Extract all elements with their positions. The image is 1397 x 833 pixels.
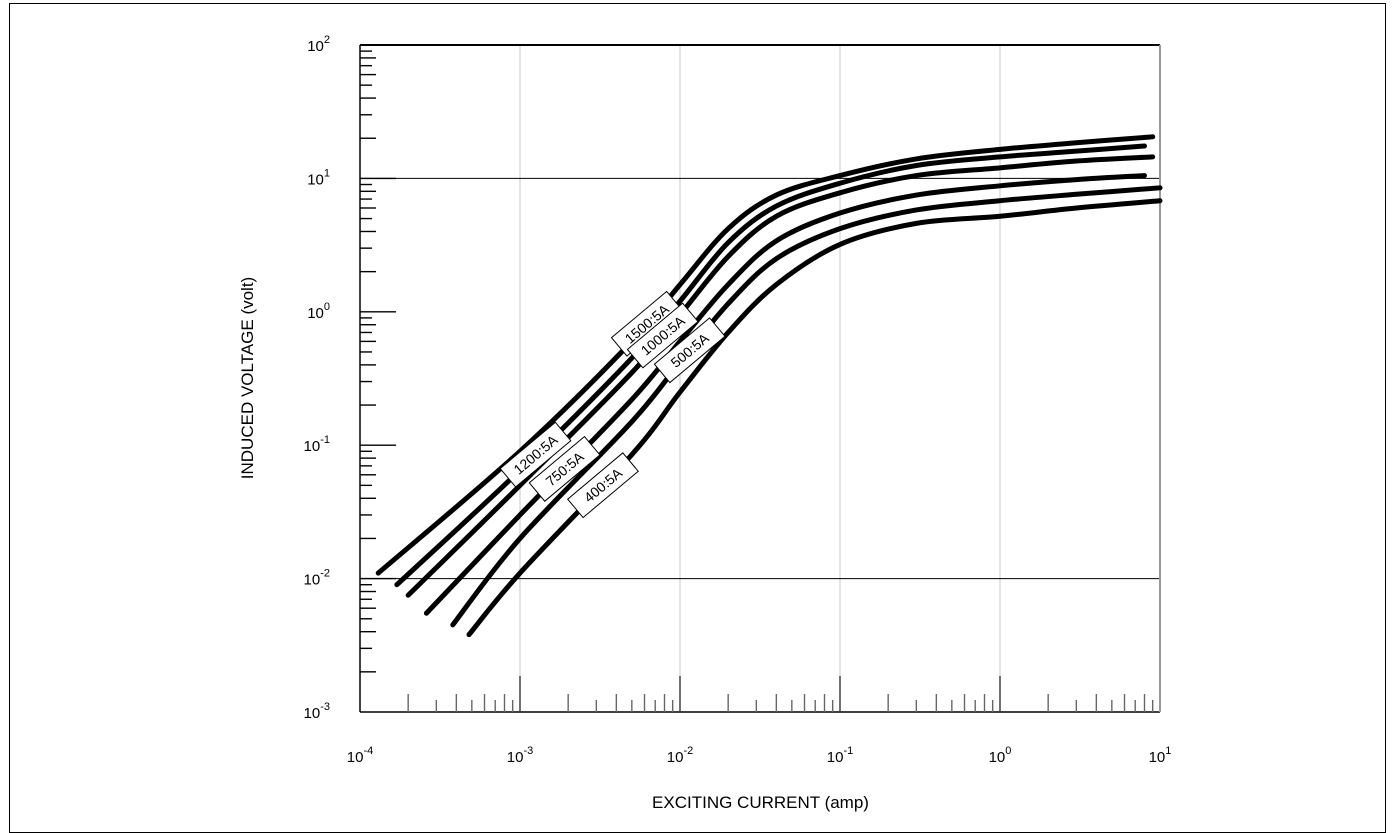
- x-tick-label: 100: [989, 745, 1012, 766]
- y-axis-label: INDUCED VOLTAGE (volt): [238, 276, 257, 480]
- x-tick-label: 10-1: [827, 745, 853, 766]
- y-tick-label: 100: [307, 301, 330, 322]
- series-label-box: [499, 421, 572, 488]
- x-axis-label: EXCITING CURRENT (amp): [652, 793, 869, 812]
- y-tick-label: 10-2: [304, 568, 330, 589]
- y-tick-label: 10-3: [304, 701, 330, 722]
- y-tick-label: 102: [307, 34, 330, 55]
- y-tick-label: 101: [307, 167, 330, 188]
- y-tick-label: 10-1: [304, 434, 330, 455]
- x-tick-label: 10-4: [347, 745, 373, 766]
- x-tick-label: 10-3: [507, 745, 533, 766]
- series-label-box: [626, 302, 699, 369]
- series-label-1: 1200:5A: [499, 421, 572, 488]
- series-label-3: 750:5A: [528, 435, 601, 502]
- series-label-box: [566, 452, 639, 519]
- x-tick-label: 10-2: [667, 745, 693, 766]
- series-line-4: [450, 185, 1163, 628]
- x-tick-label: 101: [1149, 745, 1172, 766]
- series-label-box: [528, 435, 601, 502]
- series-line-0: [375, 134, 1156, 576]
- series-label-box: [653, 317, 726, 384]
- x-axis-label-holder: EXCITING CURRENT (amp): [0, 793, 1397, 813]
- series-line-3: [423, 173, 1147, 616]
